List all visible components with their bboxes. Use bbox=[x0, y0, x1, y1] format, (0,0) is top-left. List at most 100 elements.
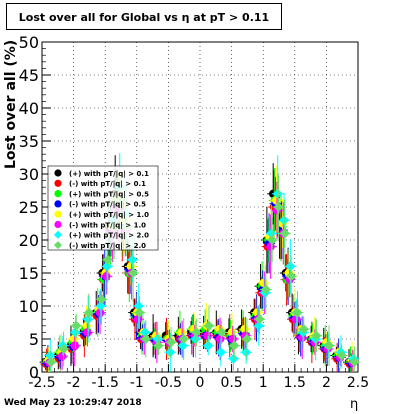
legend-marker bbox=[54, 200, 62, 208]
y-tick-label: 10 bbox=[19, 297, 39, 316]
y-tick-label: 25 bbox=[19, 198, 39, 217]
data-point bbox=[241, 347, 252, 358]
data-point bbox=[70, 341, 79, 350]
data-point bbox=[349, 357, 360, 368]
y-axis-label: Lost over all (%) bbox=[3, 39, 19, 169]
data-point bbox=[324, 340, 335, 351]
y-tick-label: 5 bbox=[29, 330, 39, 349]
data-point bbox=[203, 340, 214, 351]
legend-marker bbox=[54, 169, 62, 177]
y-tick-label: 20 bbox=[19, 231, 39, 250]
data-point bbox=[95, 308, 105, 317]
legend-label: (-) with pT/|q| > 1.0 bbox=[69, 221, 146, 230]
legend-marker bbox=[54, 230, 62, 239]
data-point bbox=[70, 327, 81, 338]
data-point bbox=[190, 334, 201, 344]
legend-marker bbox=[54, 179, 62, 187]
data-point bbox=[191, 327, 202, 338]
legend-label: (+) with pT/|q| > 2.0 bbox=[69, 232, 149, 241]
data-point bbox=[266, 242, 275, 251]
x-tick-label: -1 bbox=[130, 375, 144, 391]
data-point bbox=[228, 353, 239, 364]
y-tick-label: 30 bbox=[19, 165, 39, 184]
data-point bbox=[311, 330, 322, 341]
legend-marker bbox=[54, 241, 62, 250]
legend-box bbox=[47, 165, 159, 251]
data-point bbox=[166, 337, 177, 348]
x-axis-label: η bbox=[350, 397, 359, 412]
legend-label: (-) with pT/|q| > 2.0 bbox=[69, 242, 146, 251]
legend-marker bbox=[54, 190, 62, 198]
data-point bbox=[298, 324, 309, 335]
x-tick-label: 0 bbox=[196, 375, 205, 391]
data-point bbox=[228, 334, 237, 344]
data-point bbox=[215, 334, 225, 344]
x-tick-label: 2.5 bbox=[347, 375, 369, 391]
data-point bbox=[102, 272, 111, 281]
data-point bbox=[253, 320, 264, 331]
data-point bbox=[203, 331, 212, 340]
data-point bbox=[102, 261, 113, 272]
data-point bbox=[272, 188, 283, 199]
data-point bbox=[267, 235, 278, 245]
data-point bbox=[216, 327, 227, 338]
data-point bbox=[140, 327, 151, 338]
data-point bbox=[133, 315, 143, 324]
data-point bbox=[128, 268, 139, 278]
legend-label: (-) with pT/|q| > 0.1 bbox=[69, 180, 146, 189]
data-point bbox=[279, 228, 290, 239]
y-tick-label: 0 bbox=[29, 363, 39, 382]
legend-marker bbox=[54, 220, 62, 229]
data-point bbox=[96, 294, 107, 305]
x-tick-label: 1 bbox=[259, 375, 268, 391]
y-tick-label: 35 bbox=[19, 132, 39, 151]
data-point bbox=[229, 340, 240, 351]
legend-label: (+) with pT/|q| > 1.0 bbox=[69, 211, 149, 220]
y-tick-label: 40 bbox=[19, 99, 39, 118]
data-point bbox=[83, 314, 94, 325]
data-point bbox=[292, 307, 303, 318]
data-point bbox=[286, 271, 297, 282]
y-tick-label: 15 bbox=[19, 264, 39, 283]
data-point bbox=[134, 307, 145, 318]
data-point bbox=[165, 347, 176, 358]
data-point bbox=[241, 334, 252, 344]
footer-timestamp: Wed May 23 10:29:47 2018 bbox=[4, 398, 142, 408]
data-point bbox=[127, 254, 138, 265]
data-point bbox=[336, 350, 347, 361]
data-point bbox=[153, 340, 164, 351]
data-point bbox=[71, 320, 82, 331]
x-tick-label: -0.5 bbox=[155, 375, 182, 391]
y-tick-label: 50 bbox=[19, 33, 39, 52]
legend-label: (+) with pT/|q| > 0.5 bbox=[69, 190, 149, 199]
legend-label: (-) with pT/|q| > 0.5 bbox=[69, 201, 146, 210]
data-point bbox=[83, 307, 94, 318]
x-tick-label: -2.5 bbox=[28, 375, 55, 391]
data-point bbox=[102, 254, 113, 265]
y-tick-label: 45 bbox=[19, 66, 39, 85]
legend-label: (+) with pT/|q| > 0.1 bbox=[69, 170, 149, 179]
x-tick-label: 0.5 bbox=[220, 375, 242, 391]
data-point bbox=[177, 340, 188, 351]
data-point bbox=[266, 228, 277, 239]
data-point bbox=[45, 357, 56, 368]
data-point bbox=[83, 328, 92, 337]
data-point bbox=[291, 315, 301, 324]
data-point bbox=[254, 314, 265, 325]
data-point bbox=[58, 343, 69, 354]
x-tick-label: -2 bbox=[67, 375, 81, 391]
chart-title: Lost over all for Global vs η at pT > 0.… bbox=[6, 3, 282, 30]
x-tick-label: -1.5 bbox=[92, 375, 119, 391]
data-point bbox=[133, 301, 144, 311]
data-point bbox=[215, 347, 226, 358]
data-point bbox=[152, 334, 163, 344]
data-point bbox=[260, 284, 271, 295]
data-point bbox=[279, 215, 290, 226]
data-point bbox=[57, 351, 67, 361]
data-point bbox=[140, 334, 151, 344]
data-point bbox=[273, 202, 284, 212]
legend-marker bbox=[54, 210, 62, 218]
data-point bbox=[45, 350, 56, 361]
data-point bbox=[203, 320, 214, 331]
